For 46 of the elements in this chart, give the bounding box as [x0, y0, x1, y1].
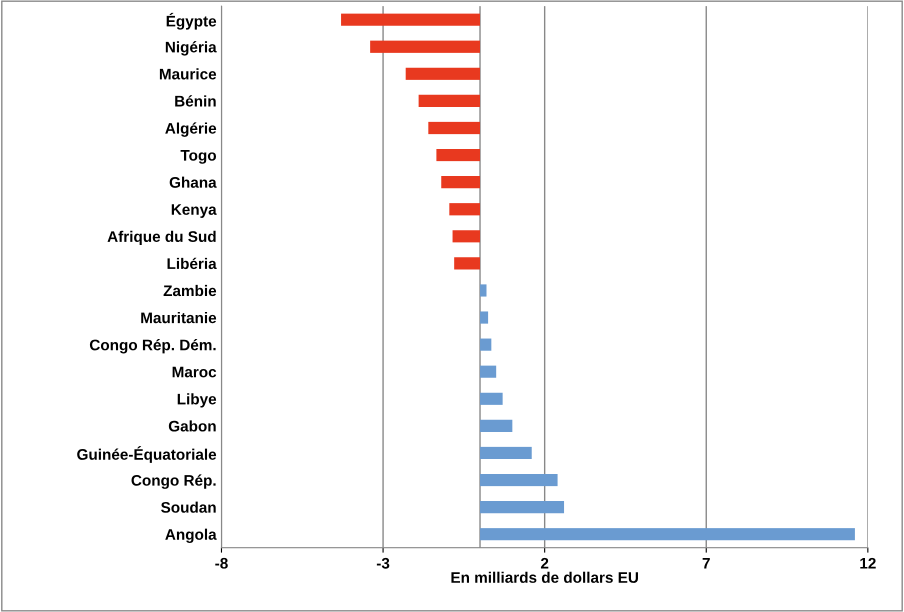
x-axis-title: En milliards de dollars EU — [451, 572, 638, 583]
y-tick-label: Gabon — [168, 420, 216, 432]
y-tick-label: Zambie — [164, 284, 216, 296]
y-tick-label: Égypte — [166, 12, 216, 30]
y-tick-label: Libéria — [168, 258, 217, 270]
bar — [418, 94, 480, 107]
bar — [480, 446, 532, 460]
bar — [480, 528, 855, 540]
bar — [370, 40, 480, 53]
bar — [454, 257, 480, 270]
y-tick-label: Congo Rép. — [132, 474, 216, 489]
bar — [441, 176, 480, 188]
x-tick-label: -3 — [376, 558, 390, 569]
bar — [452, 230, 480, 242]
y-tick-label: Algérie — [165, 122, 216, 137]
y-tick-label: Libye — [178, 393, 216, 408]
y-tick-label: Congo Rép. Dém. — [90, 339, 216, 354]
x-tick-label: 12 — [860, 558, 876, 569]
y-tick-label: Mauritanie — [141, 312, 216, 324]
x-tick-label: 7 — [702, 558, 710, 569]
bar — [406, 68, 480, 80]
y-tick-label: Togo — [180, 150, 216, 164]
y-tick-label: Nigéria — [166, 41, 217, 56]
bar — [480, 284, 486, 297]
y-tick-label: Bénin — [175, 95, 216, 107]
bar — [480, 420, 512, 432]
y-tick-label: Angola — [165, 528, 217, 543]
bar — [449, 203, 480, 216]
y-tick-label: Ghana — [170, 176, 217, 188]
bar — [428, 122, 480, 134]
y-tick-label: Maroc — [172, 366, 216, 378]
bar — [480, 501, 564, 514]
x-tick-label: 2 — [540, 558, 548, 569]
x-tick-label: -8 — [215, 558, 228, 569]
bar — [480, 338, 492, 351]
y-tick-label: Kenya — [172, 204, 217, 218]
y-tick-label: Soudan — [161, 502, 216, 513]
y-tick-label: Afrique du Sud — [108, 230, 216, 246]
bar — [480, 474, 558, 486]
bar — [436, 148, 480, 162]
bar — [480, 366, 496, 378]
bar — [341, 14, 480, 26]
y-tick-label: Guinée-Équatoriale — [77, 446, 216, 463]
bar — [480, 311, 488, 324]
bar — [480, 392, 503, 405]
y-tick-label: Maurice — [160, 68, 216, 80]
